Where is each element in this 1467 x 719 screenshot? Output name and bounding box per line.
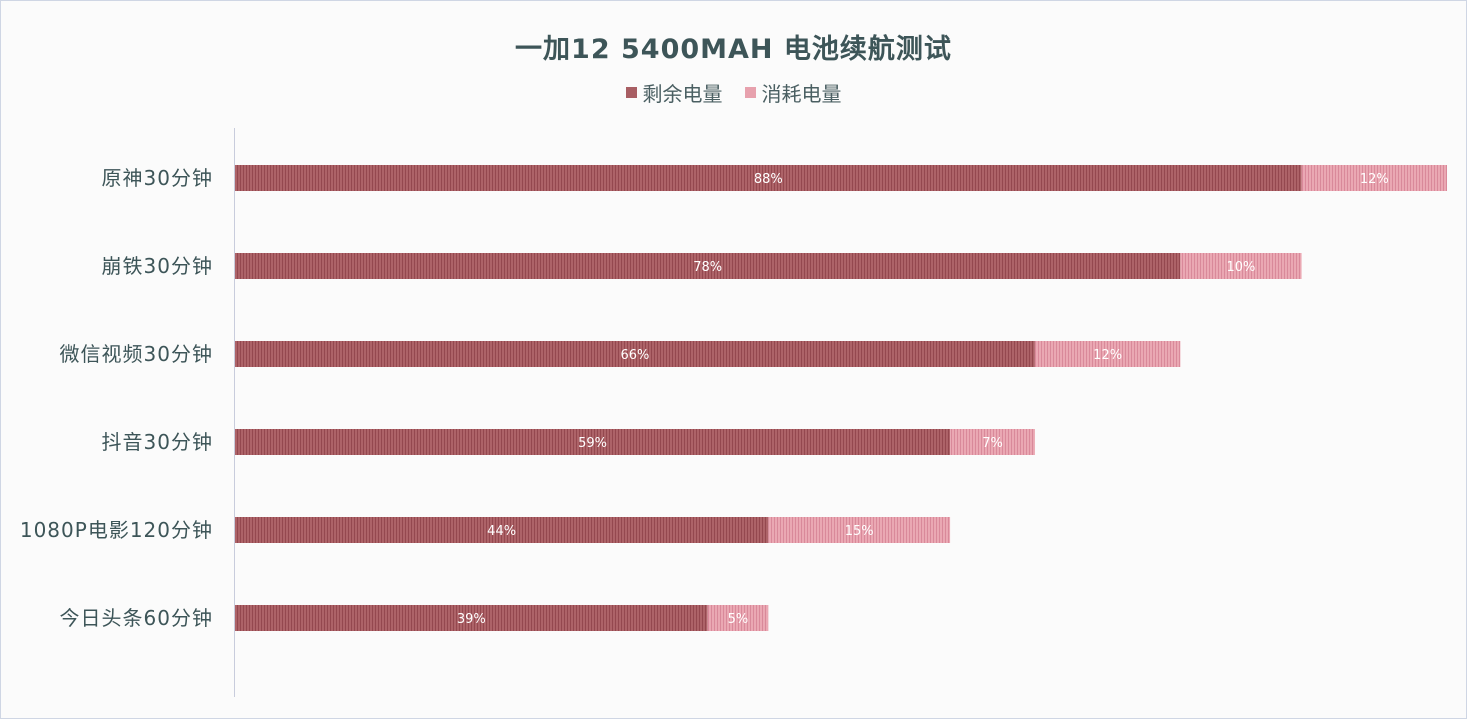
data-label: 15% xyxy=(845,524,874,539)
bar-consumed xyxy=(707,605,769,631)
category-label: 1080P电影120分钟 xyxy=(20,518,213,542)
data-label: 5% xyxy=(728,612,749,627)
bar-consumed xyxy=(768,517,951,543)
legend-swatch-consumed xyxy=(744,87,756,98)
category-label: 抖音30分钟 xyxy=(102,430,213,454)
category-label: 微信视频30分钟 xyxy=(60,342,213,366)
bar-consumed xyxy=(1180,253,1302,279)
legend-item-consumed: 消耗电量 xyxy=(744,78,842,107)
bars-layer: 原神30分钟 88% 12% 崩铁30分钟 78% 10% 微信视频30分钟 66% 12% 抖音… xyxy=(20,165,1447,631)
bar-remaining xyxy=(235,429,951,455)
legend-swatch-remaining xyxy=(625,87,637,98)
bar-remaining xyxy=(235,605,708,631)
bar-remaining xyxy=(235,253,1181,279)
legend-label-consumed: 消耗电量 xyxy=(761,82,842,106)
data-label: 10% xyxy=(1227,260,1256,275)
data-label: 59% xyxy=(578,436,607,451)
category-label: 原神30分钟 xyxy=(102,166,213,190)
bar-remaining xyxy=(235,165,1302,191)
data-label: 12% xyxy=(1093,348,1122,363)
chart-title: 一加12 5400MAH 电池续航测试 xyxy=(515,34,952,65)
chart-legend: 剩余电量 消耗电量 xyxy=(1,78,1466,107)
bar-consumed xyxy=(1034,341,1181,367)
data-label: 78% xyxy=(693,260,722,275)
bar-consumed xyxy=(950,429,1035,455)
legend-item-remaining: 剩余电量 xyxy=(625,78,723,107)
bar-consumed xyxy=(1301,165,1447,191)
bar-remaining xyxy=(235,517,769,543)
legend-label-remaining: 剩余电量 xyxy=(642,82,723,106)
data-label: 12% xyxy=(1360,172,1389,187)
data-label: 44% xyxy=(487,524,516,539)
data-label: 66% xyxy=(621,348,650,363)
category-label: 崩铁30分钟 xyxy=(102,254,213,278)
data-label: 39% xyxy=(457,612,486,627)
data-label: 7% xyxy=(982,436,1003,451)
bar-remaining xyxy=(235,341,1035,367)
category-label: 今日头条60分钟 xyxy=(60,606,213,630)
data-label: 88% xyxy=(754,172,783,187)
